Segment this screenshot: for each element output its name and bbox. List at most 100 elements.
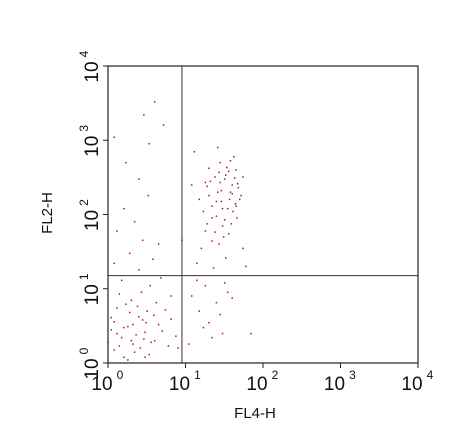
y-tick-exponent: 4 (77, 50, 91, 57)
data-point (216, 191, 219, 193)
data-point (148, 353, 150, 356)
data-point (202, 210, 205, 213)
data-points (107, 101, 252, 361)
x-tick-label: 10 (246, 374, 267, 395)
data-point (125, 303, 127, 305)
data-point (211, 336, 213, 339)
data-point (226, 291, 229, 293)
data-point (127, 359, 129, 361)
data-point (219, 161, 221, 164)
data-point (235, 169, 237, 171)
data-point (204, 230, 207, 232)
data-point (135, 334, 137, 336)
data-point (141, 239, 144, 242)
data-point (193, 151, 196, 153)
x-tick-label: 10 (401, 374, 422, 395)
data-point (206, 223, 208, 225)
data-point (167, 345, 170, 347)
data-point (150, 341, 152, 344)
x-axis-label: FL4-H (234, 405, 276, 422)
x-axis-ticks: 10 0 10 1 10 2 10 3 10 4 (91, 363, 434, 395)
data-point (132, 343, 134, 345)
y-tick-label: 10 (82, 358, 103, 379)
data-point (175, 335, 177, 337)
data-point (140, 291, 143, 293)
data-point (120, 336, 123, 339)
data-point (130, 339, 133, 342)
data-point (198, 310, 200, 312)
data-point (118, 293, 121, 295)
y-axis-label: FL2-H (39, 192, 56, 234)
data-point (221, 332, 224, 335)
data-point (226, 207, 229, 210)
data-point (242, 247, 244, 250)
data-point (138, 178, 140, 180)
x-tick-exponent: 0 (117, 368, 124, 382)
data-point (230, 223, 233, 225)
data-point (113, 320, 115, 323)
data-point (211, 240, 213, 242)
data-point (145, 321, 147, 324)
data-point (170, 295, 172, 297)
data-point (223, 219, 226, 221)
data-point (225, 166, 228, 169)
data-point (123, 207, 125, 210)
data-point (245, 265, 247, 268)
data-point (227, 233, 230, 235)
data-point (113, 262, 115, 265)
data-point (240, 194, 242, 197)
plot-frame (107, 65, 419, 364)
data-point (127, 325, 129, 328)
data-point (238, 198, 241, 201)
data-point (237, 186, 240, 189)
x-tick-exponent: 1 (194, 368, 201, 382)
data-point (160, 277, 162, 279)
y-tick-exponent: 3 (77, 125, 91, 132)
data-point (110, 329, 113, 331)
data-point (222, 236, 225, 238)
data-point (133, 351, 136, 353)
data-point (136, 305, 139, 308)
data-point (157, 243, 160, 245)
data-point (155, 301, 158, 304)
data-point (162, 124, 165, 126)
data-point (125, 161, 127, 164)
data-point (148, 142, 150, 145)
data-point (161, 330, 163, 332)
data-point (227, 170, 230, 173)
data-point (235, 205, 237, 207)
x-tick-label: 10 (324, 374, 345, 395)
x-tick-label: 10 (169, 374, 190, 395)
data-point (231, 297, 233, 299)
x-tick-label: 10 (91, 374, 112, 395)
data-point (209, 180, 212, 183)
data-point (215, 200, 218, 203)
data-point (204, 181, 207, 184)
data-point (190, 295, 193, 297)
y-tick-label: 10 (82, 284, 103, 305)
data-point (218, 171, 220, 174)
data-point (153, 314, 155, 317)
data-point (200, 247, 203, 250)
data-point (229, 191, 232, 193)
data-point (118, 345, 121, 347)
data-point (233, 156, 235, 158)
data-point (198, 198, 200, 201)
y-tick-exponent: 2 (77, 199, 91, 206)
data-point (152, 258, 154, 260)
data-point (202, 326, 205, 329)
y-tick-label: 10 (82, 210, 103, 231)
data-point (138, 269, 140, 271)
x-tick-exponent: 4 (427, 368, 434, 382)
data-point (196, 279, 198, 282)
data-point (250, 332, 252, 335)
data-point (221, 207, 224, 210)
data-point (204, 284, 207, 287)
data-point (138, 316, 140, 318)
data-point (120, 279, 123, 282)
data-point (218, 243, 220, 245)
data-point (153, 101, 156, 103)
data-point (212, 267, 215, 269)
data-point (123, 326, 125, 329)
